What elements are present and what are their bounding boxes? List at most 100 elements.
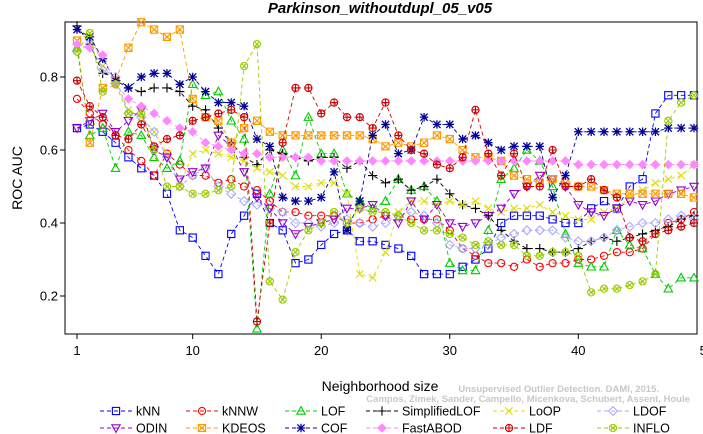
data-point <box>664 226 673 235</box>
data-point <box>444 257 455 267</box>
legend-marker <box>505 407 513 415</box>
data-point <box>432 174 442 184</box>
legend-label: LDOF <box>633 405 667 419</box>
data-point <box>624 197 635 207</box>
data-point <box>329 156 339 166</box>
data-point <box>444 239 455 251</box>
data-point <box>342 156 352 166</box>
data-point <box>598 232 610 243</box>
data-point <box>304 182 313 191</box>
data-point <box>675 210 687 221</box>
data-point <box>97 50 108 60</box>
data-point <box>149 25 159 34</box>
series-line-ODIN <box>76 109 695 235</box>
data-point <box>137 120 146 129</box>
data-point <box>162 134 172 144</box>
data-point <box>239 102 249 111</box>
data-point <box>651 127 660 136</box>
data-point <box>625 189 634 198</box>
y-axis-label: ROC AUC <box>9 146 25 210</box>
legend-label: LOF <box>321 405 346 419</box>
data-point <box>136 87 146 97</box>
data-point <box>650 197 661 207</box>
data-point <box>328 217 340 229</box>
data-point <box>187 126 198 137</box>
data-point <box>201 189 210 198</box>
data-point <box>355 131 364 140</box>
data-point <box>522 156 532 166</box>
data-point <box>380 178 391 188</box>
data-point <box>188 72 197 82</box>
data-point <box>393 156 404 166</box>
data-point <box>574 182 583 191</box>
data-point <box>638 175 647 184</box>
series-LOF <box>71 42 700 333</box>
legend-item-LDF: LDF <box>493 422 553 434</box>
data-point <box>521 225 533 236</box>
data-point <box>380 195 391 205</box>
data-point <box>406 197 417 207</box>
data-point <box>676 123 686 133</box>
data-point <box>291 196 300 206</box>
data-point <box>637 159 648 170</box>
data-point <box>651 229 660 239</box>
data-point <box>612 284 622 293</box>
data-point <box>573 159 584 170</box>
data-point <box>188 149 197 158</box>
data-point <box>227 175 236 184</box>
data-point <box>688 272 700 282</box>
credit-line-1: Unsupervised Outlier Detection. DAMI, 20… <box>458 384 659 395</box>
data-point <box>368 273 377 282</box>
data-point <box>625 233 634 242</box>
legend-label: KDEOS <box>222 422 266 434</box>
data-point <box>214 186 223 195</box>
data-point <box>251 199 263 210</box>
data-point <box>522 204 531 213</box>
data-point <box>329 229 339 239</box>
data-point <box>149 83 159 93</box>
data-point <box>394 244 403 253</box>
data-point <box>587 215 596 224</box>
data-point <box>251 193 263 203</box>
data-point <box>252 317 262 326</box>
data-point <box>381 248 390 257</box>
series-layer <box>71 18 700 333</box>
legend-marker <box>295 405 307 415</box>
legend-item-LoOP: LoOP <box>493 405 561 419</box>
data-point <box>599 186 609 195</box>
legend-marker <box>607 405 619 417</box>
data-point <box>548 193 557 202</box>
data-point <box>124 145 133 155</box>
data-point <box>651 189 660 198</box>
data-point <box>214 109 223 118</box>
data-point <box>317 193 326 202</box>
data-point <box>304 196 313 206</box>
data-point <box>406 206 417 218</box>
data-point <box>124 83 133 93</box>
data-point <box>612 236 622 246</box>
data-point <box>149 108 159 119</box>
data-point <box>226 115 237 125</box>
data-point <box>689 218 699 228</box>
data-point <box>445 120 454 129</box>
data-point <box>355 237 364 246</box>
data-point <box>342 131 352 140</box>
data-point <box>394 131 403 140</box>
data-point <box>611 204 623 214</box>
data-point <box>201 87 210 96</box>
data-point <box>598 211 610 222</box>
data-point <box>432 226 442 235</box>
data-point <box>534 225 545 236</box>
data-point <box>651 269 660 279</box>
legend: kNN kNNW LOF SimplifiedLOF LoOP LDOF ODIN KDEOS… <box>100 405 670 434</box>
data-point <box>497 171 506 180</box>
data-point <box>458 244 467 253</box>
series-COF <box>72 25 699 235</box>
data-point <box>277 219 288 229</box>
data-point <box>252 116 262 125</box>
data-point <box>664 175 673 184</box>
data-point <box>291 182 300 191</box>
x-tick-label: 20 <box>314 343 328 358</box>
data-point <box>586 159 596 170</box>
data-point <box>419 226 429 235</box>
